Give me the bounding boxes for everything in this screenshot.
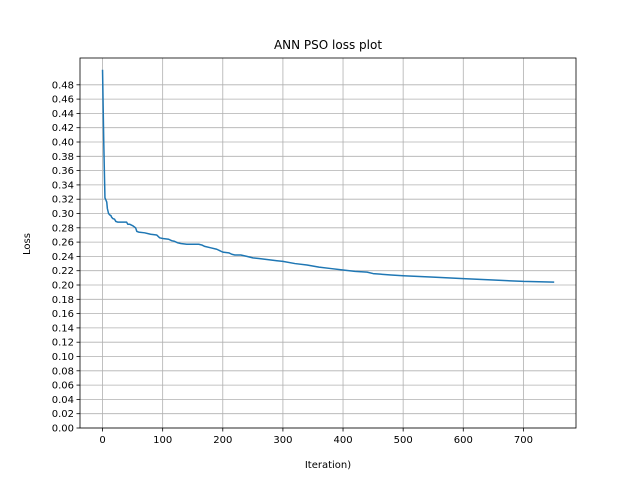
x-tick-label: 600 [454, 435, 473, 446]
y-tick-label: 0.46 [52, 95, 74, 106]
y-tick-label: 0.20 [52, 281, 74, 292]
y-tick-label: 0.34 [52, 180, 74, 191]
y-tick-label: 0.10 [52, 352, 74, 363]
x-tick-label: 700 [514, 435, 533, 446]
y-tick-label: 0.48 [52, 80, 74, 91]
y-tick-label: 0.36 [52, 166, 74, 177]
y-tick-label: 0.18 [52, 295, 74, 306]
y-tick-label: 0.04 [52, 395, 74, 406]
y-tick-label: 0.30 [52, 209, 74, 220]
y-tick-label: 0.02 [52, 409, 74, 420]
x-tick-label: 0 [99, 435, 105, 446]
x-tick-label: 100 [153, 435, 172, 446]
plot-frame [79, 57, 577, 429]
series-layer [101, 69, 555, 283]
y-tick-label: 0.24 [52, 252, 74, 263]
axes-frame [79, 57, 577, 429]
y-tick-label: 0.42 [52, 123, 74, 134]
x-tick-label: 200 [213, 435, 232, 446]
x-tick-label: 300 [273, 435, 292, 446]
x-axis: 0 100 200 300 400 500 600 700 [99, 428, 533, 446]
y-tick-label: 0.38 [52, 152, 74, 163]
loss-series-line [101, 69, 555, 283]
y-tick-label: 0.00 [52, 424, 74, 435]
y-tick-label: 0.06 [52, 381, 74, 392]
y-tick-label: 0.14 [52, 323, 74, 334]
y-tick-label: 0.12 [52, 338, 74, 349]
y-tick-label: 0.40 [52, 138, 74, 149]
y-axis-title: Loss [22, 233, 33, 255]
y-tick-label: 0.28 [52, 223, 74, 234]
y-tick-label: 0.26 [52, 238, 74, 249]
x-axis-title: Iteration) [305, 460, 351, 471]
y-tick-label: 0.08 [52, 366, 74, 377]
x-tick-label: 400 [333, 435, 352, 446]
grid-layer [80, 58, 576, 429]
y-tick-label: 0.44 [52, 109, 74, 120]
y-tick-label: 0.32 [52, 195, 74, 206]
y-axis: 0.00 0.02 0.04 0.06 0.08 0.10 0.12 0.14 0.16 0.18… [52, 80, 80, 435]
x-tick-label: 500 [394, 435, 413, 446]
y-tick-label: 0.16 [52, 309, 74, 320]
y-tick-label: 0.22 [52, 266, 74, 277]
chart-title: ANN PSO loss plot [274, 38, 382, 52]
